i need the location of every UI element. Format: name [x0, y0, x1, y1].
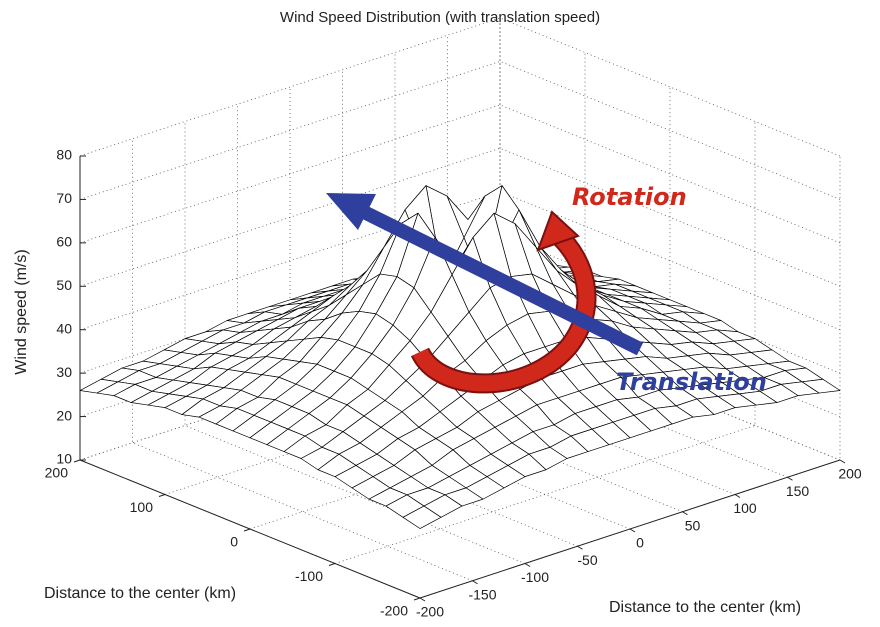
grid-line	[79, 61, 841, 200]
annotation-rotation: Rotation	[572, 183, 687, 211]
grid-line	[79, 17, 841, 157]
surface-cell	[402, 505, 442, 529]
y-tick-label: 200	[45, 465, 69, 481]
grid-line	[419, 156, 841, 599]
y-tick-label: 100	[130, 499, 154, 515]
x-tick	[787, 476, 793, 481]
y-tick	[243, 528, 251, 532]
translation-arrow-head	[326, 193, 376, 230]
z-tick-label: 60	[56, 234, 72, 250]
y-tick	[328, 563, 336, 566]
x-tick-label: -50	[577, 552, 597, 568]
annotation-translation: Translation	[616, 368, 767, 396]
x-tick-label: 150	[786, 483, 810, 499]
z-tick-label: 30	[56, 364, 72, 380]
grid-line	[164, 52, 586, 495]
x-tick-label: 200	[838, 466, 862, 482]
y-axis-label: Distance to the center (km)	[44, 585, 236, 602]
grid-line	[249, 87, 671, 530]
y-tick-label: 0	[230, 534, 238, 550]
z-tick-label: 10	[56, 451, 72, 467]
x-tick	[839, 459, 846, 464]
z-axis-label: Wind speed (m/s)	[13, 249, 30, 374]
x-tick-label: 50	[685, 517, 701, 533]
x-tick	[419, 597, 426, 602]
y-tick	[413, 597, 421, 601]
x-tick	[682, 511, 688, 516]
x-axis-label: Distance to the center (km)	[609, 599, 801, 616]
x-tick	[577, 545, 583, 550]
z-tick-label: 20	[56, 407, 72, 423]
x-tick	[472, 580, 478, 585]
chart-title: Wind Speed Distribution (with translatio…	[280, 9, 600, 26]
z-tick-label: 50	[56, 277, 72, 293]
grid-line	[79, 18, 501, 461]
y-tick	[158, 494, 166, 497]
x-tick-label: -200	[416, 604, 444, 620]
axes: 10 20 30 40 50 60 70 80 -200 -100 0 100 200 -200 -150 -…	[45, 17, 862, 620]
x-tick-label: 100	[733, 500, 757, 516]
x-tick	[629, 528, 636, 533]
z-tick-label: 80	[56, 147, 72, 163]
z-tick-label: 40	[56, 320, 72, 336]
x-tick-label: 0	[636, 535, 644, 551]
x-tick	[734, 494, 741, 498]
rotation-arrow-head	[536, 210, 580, 252]
overlay: Rotation Translation	[326, 183, 767, 396]
x-tick-label: -150	[468, 586, 496, 602]
surface	[79, 185, 841, 529]
z-tick-label: 70	[56, 190, 72, 206]
y-tick-label: -100	[295, 568, 323, 584]
x-tick-label: -100	[521, 569, 549, 585]
x-tick	[524, 563, 531, 567]
rotation-arrow	[412, 229, 595, 392]
translation-arrow	[358, 204, 644, 356]
y-tick-label: -200	[380, 603, 408, 619]
y-tick	[73, 459, 81, 463]
grid-line	[334, 121, 756, 564]
